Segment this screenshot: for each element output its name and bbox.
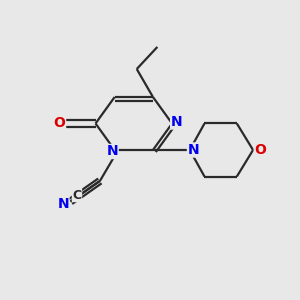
Text: N: N xyxy=(106,145,118,158)
Text: O: O xyxy=(254,143,266,157)
Text: C: C xyxy=(72,188,82,202)
Text: N: N xyxy=(171,115,182,129)
Text: N: N xyxy=(188,143,199,157)
Text: N: N xyxy=(57,197,69,212)
Text: O: O xyxy=(54,116,65,130)
